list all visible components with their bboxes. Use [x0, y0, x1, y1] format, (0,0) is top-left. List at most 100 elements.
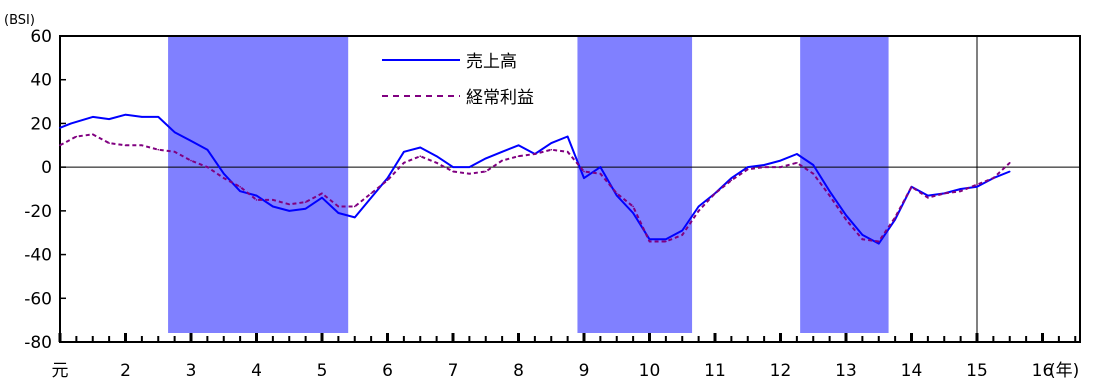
shaded-period-3 — [800, 36, 889, 333]
series-1-point — [190, 140, 192, 142]
series-1-point — [665, 238, 667, 241]
y-tick-label: 60 — [30, 27, 52, 47]
series-2-point — [501, 159, 503, 162]
shaded-periods — [168, 36, 889, 333]
series-2-point — [222, 177, 225, 179]
x-tick-label: 15 — [966, 361, 988, 381]
series-2-point — [812, 172, 815, 175]
series-1-point — [70, 122, 72, 125]
series-2-point — [779, 166, 782, 168]
series-1-point — [255, 194, 258, 197]
x-tick-label: 5 — [317, 361, 328, 381]
series-1-point — [927, 194, 929, 197]
series-2-point — [763, 166, 765, 168]
series-1-point — [124, 113, 127, 116]
series-1-point — [697, 205, 700, 208]
x-tick-label: 元 — [52, 361, 69, 381]
x-tick-label: 2 — [120, 361, 131, 381]
x-tick-label: 13 — [835, 361, 857, 381]
series-2-point — [124, 144, 127, 147]
series-2-point — [239, 186, 241, 188]
series-1-point — [288, 210, 291, 212]
series-2-point — [615, 192, 618, 195]
x-tick-label: 9 — [579, 361, 590, 381]
series-1-point — [272, 205, 274, 208]
series-2-point — [714, 192, 716, 195]
series-1-point — [828, 190, 831, 192]
x-tick-label: 11 — [704, 361, 726, 381]
legend-label-2: 経常利益 — [466, 88, 534, 108]
x-unit-label: (年) — [1049, 361, 1079, 381]
series-2-point — [681, 234, 684, 236]
series-1-point — [173, 131, 176, 133]
series-1-point — [222, 172, 225, 175]
series-2-point — [353, 205, 356, 208]
axes-layer — [58, 35, 1081, 343]
series-2-point — [632, 205, 634, 208]
series-2-point — [861, 238, 864, 241]
series-1-point — [812, 164, 815, 166]
series-1-point — [239, 190, 241, 192]
series-1-point — [321, 196, 323, 199]
series-2-point — [992, 177, 995, 179]
series-2-point — [468, 172, 471, 175]
series-2-point — [206, 166, 209, 168]
series-2-point — [173, 151, 176, 153]
series-2-point — [59, 144, 61, 147]
series-2-point — [255, 199, 258, 201]
series-1-point — [877, 242, 880, 245]
y-tick-label: -40 — [24, 246, 52, 266]
series-1-point — [59, 127, 61, 129]
y-tick-label: -60 — [24, 289, 52, 309]
series-layer — [59, 113, 1011, 245]
series-1-point — [763, 164, 765, 166]
y-unit-label: (BSI) — [4, 13, 35, 28]
series-1-point — [730, 177, 733, 179]
series-2-point — [272, 199, 274, 201]
series-2-point — [828, 194, 831, 197]
series-2-point — [877, 240, 880, 243]
series-1-point — [796, 153, 798, 155]
series-1-point — [501, 151, 503, 153]
series-2-point — [484, 170, 487, 173]
series-1-point — [435, 155, 438, 158]
series-2-point — [665, 240, 667, 243]
series-2-point — [534, 153, 536, 155]
series-2-point — [648, 240, 651, 243]
series-2-point — [976, 183, 978, 186]
series-2-point — [1008, 161, 1011, 164]
series-2-point — [599, 172, 602, 175]
series-1-point — [419, 146, 422, 149]
series-2-point — [337, 205, 340, 208]
series-2-point — [435, 161, 438, 164]
series-2-point — [141, 144, 143, 147]
series-1-point — [976, 186, 978, 188]
shaded-period-1 — [168, 36, 349, 333]
series-2-point — [583, 170, 585, 173]
series-2-point — [566, 151, 569, 153]
series-1-point — [550, 142, 553, 144]
series-2-point — [796, 161, 798, 164]
series-1-point — [157, 116, 160, 118]
series-1-point — [484, 157, 487, 160]
series-1-point — [681, 229, 684, 232]
series-1-point — [566, 135, 569, 138]
x-tick-label: 8 — [513, 361, 524, 381]
tick-labels: 60 40 20 0 -20 -40 -60 -80元 2 3 4 5 6 7 8 9 10 11 12 13 14 15… — [4, 13, 1079, 381]
series-1-point — [91, 116, 94, 118]
series-1-point — [108, 118, 110, 120]
x-tick-label: 14 — [901, 361, 923, 381]
series-2-point — [190, 159, 192, 162]
legend-label-1: 売上高 — [466, 52, 517, 72]
series-1-point — [403, 151, 405, 153]
series-2-point — [304, 201, 307, 203]
series-1-point — [599, 166, 602, 168]
x-tick-label: 16 — [1032, 361, 1054, 381]
series-2-point — [386, 179, 389, 182]
series-1-point — [861, 234, 864, 236]
series-1-point — [632, 212, 634, 214]
plot-border — [59, 35, 1081, 343]
series-2-point — [157, 148, 160, 151]
